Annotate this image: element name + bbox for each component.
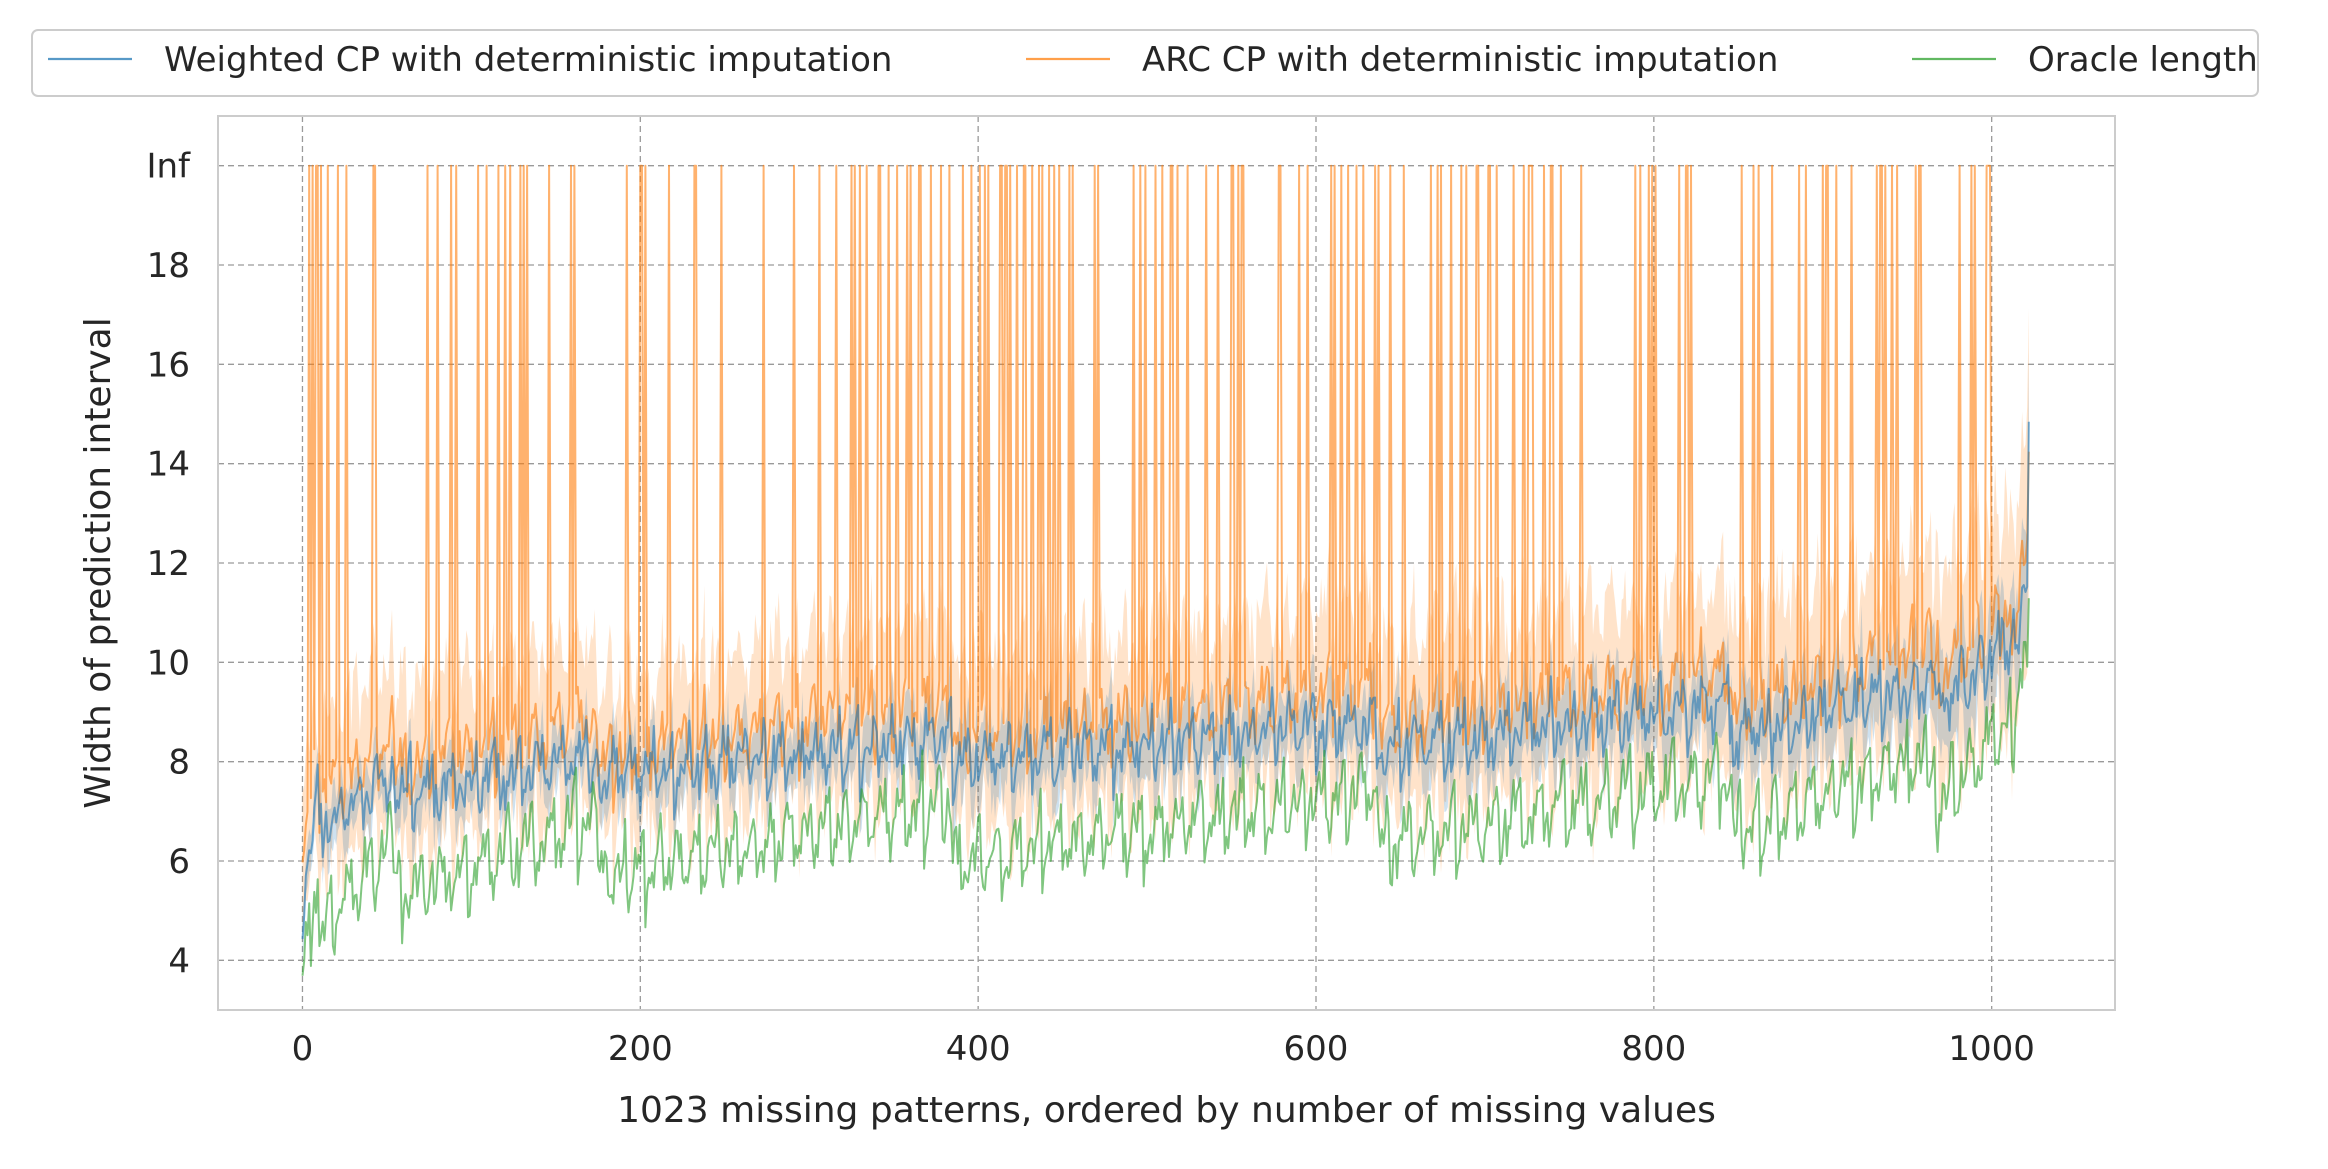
x-tick-label: 800: [1621, 1029, 1686, 1069]
series-line: [301, 164, 2030, 863]
series-line: [301, 598, 2030, 976]
plot-frame: [217, 115, 2116, 1011]
x-tick-label: 600: [1284, 1029, 1349, 1069]
y-tick-label: Inf: [146, 147, 191, 187]
legend-label: Weighted CP with deterministic imputatio…: [164, 40, 892, 80]
x-tick-label: 1000: [1948, 1029, 2035, 1069]
y-tick-label: 12: [147, 544, 190, 584]
x-tick-label: 0: [292, 1029, 314, 1069]
x-tick-label: 200: [608, 1029, 673, 1069]
line-layer: [301, 164, 2030, 976]
band-layer: [302, 307, 2029, 963]
y-tick-label: 4: [168, 941, 190, 981]
y-tick-label: 14: [147, 445, 190, 485]
y-tick-label: 10: [147, 643, 190, 683]
series-line: [301, 421, 2030, 939]
legend: Weighted CP with deterministic imputatio…: [31, 29, 2259, 97]
legend-items: Weighted CP with deterministic imputatio…: [48, 40, 2258, 80]
legend-label: Oracle length: [2028, 40, 2258, 80]
y-tick-label: 8: [168, 743, 190, 783]
y-tick-label: 6: [168, 842, 190, 882]
x-tick-labels: 0 200 400 600 800 1000: [292, 1029, 2035, 1069]
y-tick-label: 18: [147, 246, 190, 286]
legend-box: [31, 29, 2259, 97]
y-tick-labels: 4 6 8 10 12 14 16 18 Inf: [146, 147, 191, 982]
confidence-band: [302, 348, 2029, 963]
confidence-band: [302, 307, 2029, 932]
y-axis-label: Width of prediction interval: [78, 317, 119, 808]
legend-label: ARC CP with deterministic imputation: [1142, 40, 1778, 80]
x-tick-label: 400: [946, 1029, 1011, 1069]
y-tick-label: 16: [147, 345, 190, 385]
x-axis-label: 1023 missing patterns, ordered by number…: [617, 1090, 1716, 1131]
